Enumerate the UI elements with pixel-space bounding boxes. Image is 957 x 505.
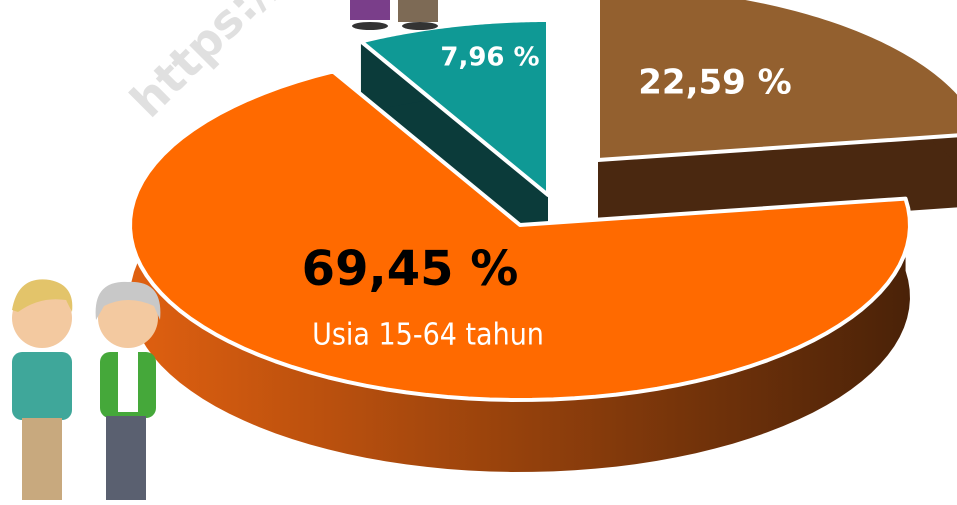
value-label: 69,45 %: [302, 241, 519, 297]
pie: 7,96 % 22,59 % 69,45 % Usia 15-64 tahun: [130, 0, 957, 472]
chart: 7,96 %22,59 %69,45 %Usia 15-64 tahun htt…: [0, 0, 957, 505]
value-label: 7,96 %: [440, 43, 539, 73]
category-label: Usia 15-64 tahun: [312, 318, 544, 353]
value-label: 22,59 %: [638, 63, 791, 103]
